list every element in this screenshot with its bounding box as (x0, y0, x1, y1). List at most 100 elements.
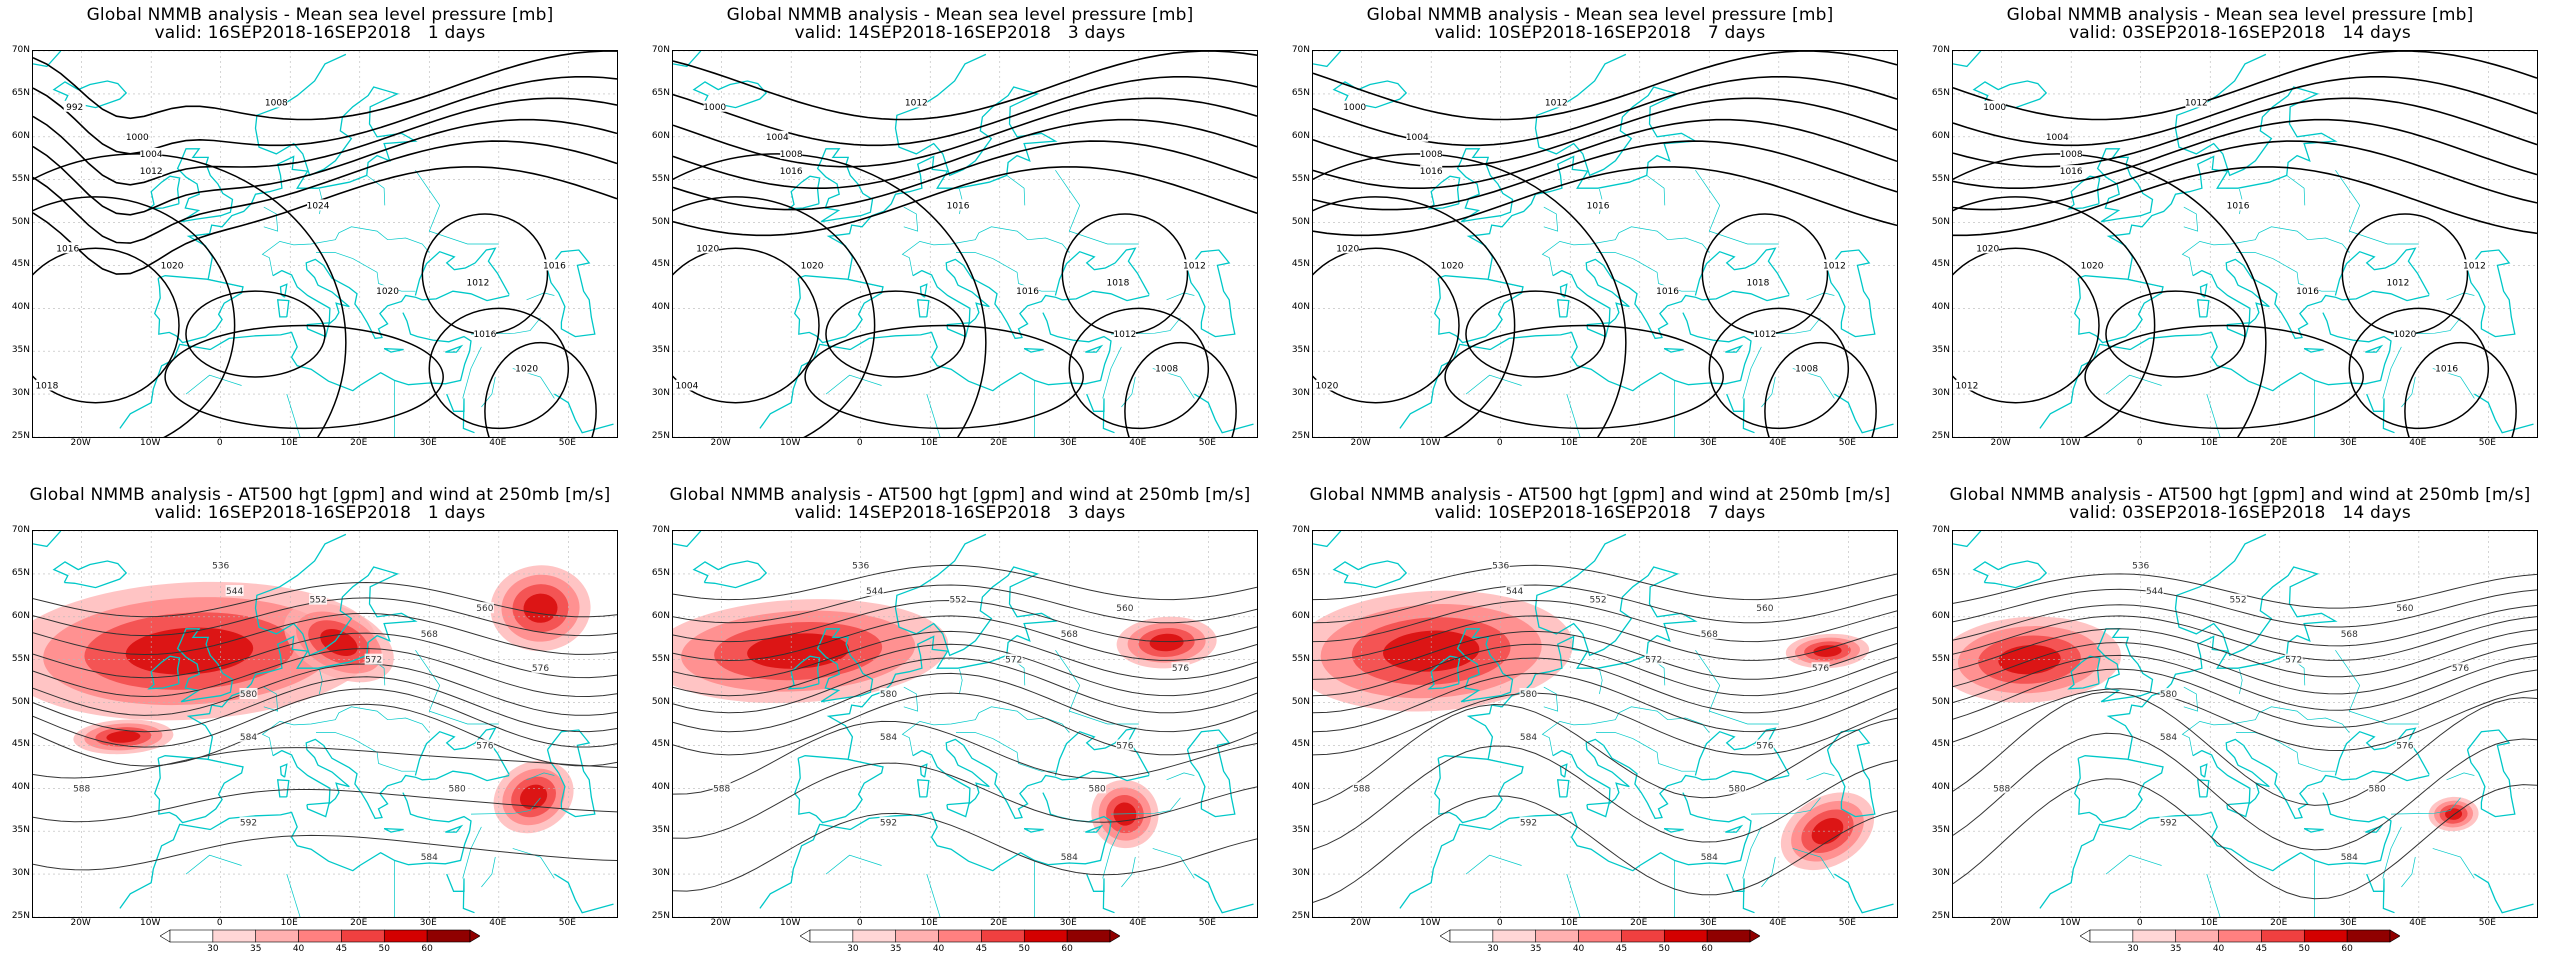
colorbar-tick-label: 30 (1487, 944, 1499, 954)
coastline (2039, 792, 2392, 909)
isobar-label: 1008 (265, 98, 288, 108)
height-label: 552 (1589, 596, 1606, 606)
isobar-contour (1764, 341, 1877, 437)
isobar-contour (33, 97, 617, 186)
colorbar-tick-label: 30 (2127, 944, 2139, 954)
wind-colorbar: 30 35 40 45 50 60 (2079, 928, 2401, 956)
lon-tick-label: 10W (780, 438, 801, 448)
colorbar-tick-label: 50 (1018, 944, 1030, 954)
isobar-label: 1000 (1343, 103, 1366, 113)
coastline (692, 560, 768, 589)
height-contour (1313, 643, 1897, 697)
height-label: 588 (1993, 784, 2010, 794)
coastline (33, 51, 62, 68)
height-label: 544 (226, 587, 243, 597)
height-contour (673, 643, 1257, 697)
lon-tick-label: 50E (1838, 918, 1856, 928)
lon-tick-label: 20W (70, 918, 91, 928)
lon-tick-label: 20E (2270, 918, 2288, 928)
coastline (2365, 344, 2384, 353)
panel-title: Global NMMB analysis - Mean sea level pr… (86, 5, 554, 25)
isobar-contour (1313, 247, 1460, 404)
isobar-contour (1061, 213, 1189, 335)
isobar-label: 1020 (376, 287, 399, 297)
coastline (383, 347, 404, 353)
colorbar-swatch (2346, 929, 2391, 943)
coastline (1972, 560, 2048, 589)
lon-tick-label: 0 (1496, 438, 1503, 448)
lat-tick-label: 25N (11, 911, 30, 921)
lat-tick-label: 25N (1931, 431, 1950, 441)
colorbar-tick-label: 45 (335, 944, 348, 954)
lat-tick-label: 25N (1291, 911, 1310, 921)
isobar-label: 1016 (2435, 364, 2458, 374)
height-label: 592 (1520, 819, 1537, 829)
height-label: 584 (1701, 853, 1718, 863)
isobar-label: 1018 (35, 382, 58, 392)
coastline (673, 531, 702, 548)
lon-tick-label: 20E (990, 438, 1008, 448)
lon-tick-label: 20E (350, 438, 368, 448)
isobar-contour (2084, 324, 2364, 430)
coastline (2199, 763, 2208, 778)
colorbar-tick-label: 60 (421, 944, 433, 954)
lat-tick-label: 50N (651, 216, 670, 227)
coastline (153, 275, 244, 344)
lon-tick-label: 0 (856, 918, 863, 928)
height-contour (1953, 732, 2537, 851)
isobar-contour (33, 166, 617, 275)
height-label: 592 (2160, 819, 2177, 829)
lon-tick-label: 40E (1769, 918, 1787, 928)
height-label: 560 (2396, 604, 2413, 614)
colorbar-swatch (212, 929, 257, 943)
colorbar-tick-label: 40 (2212, 944, 2225, 954)
colorbar-tick-label: 30 (207, 944, 219, 954)
lat-tick-label: 55N (11, 653, 30, 664)
isobar-label: 1024 (307, 201, 330, 211)
colorbar-swatch (255, 929, 299, 943)
isobar-contour (673, 166, 1257, 237)
height-label: 576 (2452, 664, 2469, 674)
map-frame: 536 544 552 560 568 572 576 580 584 588 592 584 576 5… (1312, 530, 1898, 918)
isobar-contour (1708, 307, 1850, 430)
isobar-contour (673, 51, 1257, 121)
coastline (1826, 249, 1876, 338)
coastline (1953, 51, 1982, 68)
lat-tick-label: 45N (1291, 739, 1310, 750)
lat-tick-label: 45N (651, 259, 670, 270)
coastline (276, 779, 290, 798)
colorbar-swatch (298, 929, 342, 943)
coastline (1186, 249, 1236, 338)
coastline (119, 312, 472, 429)
map-frame: 992 1000 1004 1008 1012 1016 1020 1024 1016 1020 1… (32, 50, 618, 438)
lon-tick-label: 10W (2060, 438, 2081, 448)
isobar-contour (1953, 140, 2537, 211)
lat-tick-label: 70N (1931, 45, 1950, 55)
lat-tick-label: 65N (1291, 567, 1310, 578)
isobar-label: 1020 (2393, 330, 2416, 340)
colorbar-tick-label: 60 (1061, 944, 1073, 954)
coastline (1586, 322, 1611, 338)
lat-tick-label: 35N (1931, 825, 1950, 836)
height-label: 584 (880, 733, 897, 743)
height-label: 592 (880, 819, 897, 829)
panel-valid-period: valid: 03SEP2018-16SEP2018 14 days (2069, 503, 2411, 523)
lat-tick-label: 30N (1291, 868, 1310, 879)
coastline (186, 53, 418, 280)
lat-tick-label: 25N (651, 911, 670, 921)
lat-tick-label: 70N (1931, 525, 1950, 535)
lat-tick-label: 60N (1291, 610, 1310, 621)
map-canvas: 536 544 552 560 568 572 576 580 584 588 592 584 576 5… (1313, 531, 1897, 917)
lon-tick-label: 50E (1838, 438, 1856, 448)
colorbar-tick-label: 35 (1529, 944, 1542, 954)
coastline (1086, 873, 1115, 914)
coastline (919, 283, 928, 298)
height-contour (1953, 654, 2537, 711)
colorbar-swatch (2218, 929, 2262, 943)
coastline (946, 802, 971, 818)
lat-tick-label: 65N (1291, 87, 1310, 98)
height-label: 584 (240, 733, 257, 743)
height-contour (1953, 628, 2537, 678)
lon-tick-label: 40E (1129, 918, 1147, 928)
isobar-label: 1008 (1420, 150, 1443, 160)
